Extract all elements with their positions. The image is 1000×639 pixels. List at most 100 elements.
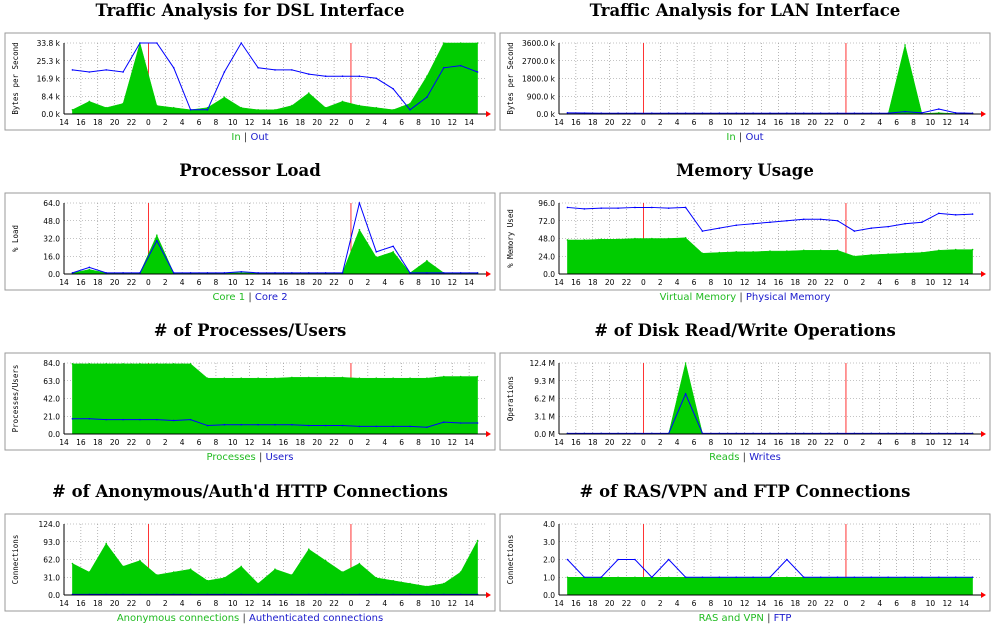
data-point — [938, 212, 940, 215]
data-point — [752, 576, 754, 579]
x-tick-label: 6 — [197, 599, 202, 608]
x-tick-label: 8 — [416, 438, 421, 447]
data-point — [921, 112, 923, 114]
x-tick-label: 18 — [296, 278, 306, 287]
y-tick-label: 2.0 — [543, 556, 555, 565]
data-point — [904, 110, 906, 113]
x-tick-label: 14 — [959, 599, 969, 608]
y-tick-label: 1.0 — [543, 573, 555, 582]
chart-mem: 0.024.048.072.096.014 16 18 20 22 0 2 4 6 8 10 12 14… — [499, 192, 991, 291]
x-tick-label: 2 — [365, 599, 370, 608]
data-point — [617, 576, 619, 579]
legend-item: FTP — [773, 613, 792, 624]
x-tick-label: 6 — [692, 278, 697, 287]
data-point — [358, 75, 361, 77]
x-tick-label: 8 — [911, 599, 916, 608]
data-point — [870, 227, 873, 229]
x-tick-label: 4 — [675, 599, 680, 608]
y-tick-label: 31.0 — [43, 573, 60, 582]
data-point — [476, 272, 479, 274]
x-tick-label: 16 — [774, 599, 784, 608]
legend-item: In — [726, 132, 736, 143]
data-point — [938, 112, 940, 114]
x-tick-label: 4 — [877, 118, 882, 127]
data-point — [139, 559, 141, 562]
x-tick-label: 0 — [349, 438, 354, 447]
data-point — [223, 71, 226, 73]
x-tick-label: 14 — [959, 278, 969, 287]
data-point — [105, 69, 107, 71]
x-tick-label: 8 — [709, 438, 714, 447]
data-point — [274, 108, 276, 111]
data-point — [735, 576, 738, 579]
x-tick-label: 10 — [926, 118, 936, 127]
legend: Processes | Users — [0, 452, 500, 464]
y-tick-label: 21.0 — [43, 412, 60, 421]
y-axis-label: % Memory Used — [506, 209, 515, 268]
x-tick-label: 0 — [349, 118, 354, 127]
y-axis-label: Connections — [11, 535, 20, 585]
data-point — [240, 565, 243, 568]
data-point — [307, 92, 310, 94]
data-point — [701, 252, 704, 255]
x-tick-label: 2 — [658, 118, 663, 127]
x-tick-label: 0 — [349, 599, 354, 608]
y-axis-label: Processes/Users — [11, 365, 20, 433]
x-tick-label: 18 — [296, 118, 306, 127]
axis-arrow-icon — [981, 271, 986, 277]
legend-item: Processes — [206, 452, 256, 463]
data-point — [651, 206, 653, 209]
x-tick-label: 22 — [329, 599, 339, 608]
x-tick-label: 6 — [197, 278, 202, 287]
data-point — [786, 250, 788, 252]
legend-item: Authenticated connections — [249, 613, 384, 624]
legend: Core 1 | Core 2 — [0, 292, 500, 304]
x-tick-label: 16 — [774, 438, 784, 447]
data-point — [358, 202, 361, 204]
x-tick-label: 20 — [110, 599, 120, 608]
data-point — [122, 418, 124, 421]
x-tick-label: 4 — [877, 438, 882, 447]
data-point — [443, 582, 445, 585]
data-point — [172, 66, 175, 69]
data-point — [971, 576, 974, 579]
x-tick-label: 22 — [824, 278, 834, 287]
y-tick-label: 64.0 — [43, 199, 60, 208]
x-tick-label: 10 — [228, 599, 238, 608]
x-tick-label: 14 — [262, 438, 272, 447]
x-tick-label: 2 — [365, 438, 370, 447]
data-point — [476, 375, 479, 378]
data-point — [358, 377, 361, 380]
data-point — [904, 576, 906, 579]
chart-cpu: 0.016.032.048.064.014 16 18 20 22 0 2 4 6 8 10 12 14… — [4, 192, 496, 291]
x-tick-label: 10 — [228, 118, 238, 127]
x-tick-label: 2 — [860, 278, 865, 287]
data-point — [634, 558, 636, 561]
x-tick-label: 6 — [894, 118, 899, 127]
data-point — [358, 425, 361, 428]
x-tick-label: 10 — [926, 438, 936, 447]
data-point — [566, 239, 569, 241]
x-tick-label: 22 — [824, 599, 834, 608]
x-tick-label: 10 — [228, 278, 238, 287]
data-point — [409, 102, 411, 105]
data-point — [324, 106, 327, 109]
data-point — [667, 207, 670, 209]
x-tick-label: 12 — [740, 278, 750, 287]
chart-title: Processor Load — [179, 161, 321, 180]
data-point — [172, 363, 175, 365]
panel-disk: # of Disk Read/Write Operations 0.0 M 3.1… — [495, 320, 995, 478]
x-tick-label: 22 — [127, 438, 137, 447]
data-point — [240, 106, 243, 109]
y-tick-label: 0.0 M — [534, 430, 555, 439]
y-tick-label: 96.0 — [538, 199, 555, 208]
x-tick-label: 6 — [197, 118, 202, 127]
data-point — [971, 248, 974, 251]
x-tick-label: 0 — [844, 438, 849, 447]
x-tick-label: 10 — [926, 278, 936, 287]
data-point — [223, 577, 226, 579]
data-point — [307, 376, 310, 379]
x-tick-label: 20 — [312, 438, 322, 447]
data-point — [836, 576, 839, 579]
